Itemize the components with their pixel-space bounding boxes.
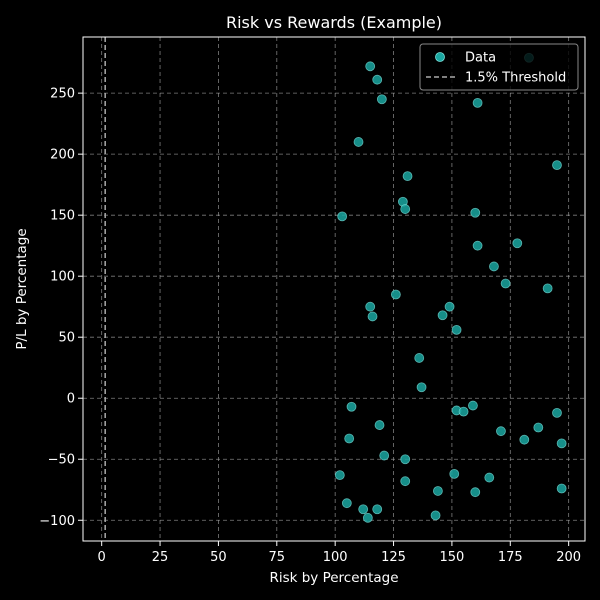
data-point [489, 261, 499, 272]
x-tick-label: 175 [498, 550, 523, 565]
legend-data-marker [435, 52, 445, 62]
y-tick-label: 0 [67, 392, 75, 407]
data-point [500, 278, 511, 289]
x-tick-label: 75 [269, 550, 286, 565]
y-tick-label: −50 [48, 453, 75, 468]
data-point [416, 382, 427, 393]
grid-lines [83, 37, 585, 541]
x-tick-label: 200 [556, 550, 581, 565]
data-point [468, 400, 478, 411]
data-point [376, 94, 387, 105]
data-point [556, 438, 567, 449]
data-point [552, 407, 562, 418]
data-point [374, 420, 385, 430]
x-tick-label: 50 [210, 550, 227, 565]
data-point [433, 486, 443, 496]
data-point [372, 74, 383, 85]
data-point [519, 434, 530, 445]
data-point [556, 483, 567, 494]
data-point [472, 97, 483, 108]
data-point [458, 406, 469, 417]
data-point [402, 171, 413, 182]
x-axis-label: Risk by Percentage [269, 570, 398, 586]
data-point [451, 324, 462, 335]
legend-box [419, 43, 579, 91]
legend-threshold-label: 1.5% Threshold [465, 71, 566, 86]
data-point [444, 301, 455, 312]
data-point [334, 470, 345, 481]
x-tick-label: 0 [98, 550, 106, 565]
data-point [353, 137, 364, 147]
x-tick-label: 125 [381, 550, 406, 565]
data-point [472, 240, 483, 251]
y-tick-label: 200 [50, 148, 75, 163]
data-point [390, 289, 401, 300]
data-point [512, 238, 523, 249]
data-point [400, 454, 411, 465]
data-point [372, 504, 383, 515]
y-tick-label: 150 [50, 209, 75, 224]
data-point [542, 283, 553, 294]
data-point [379, 450, 390, 461]
data-point [533, 422, 544, 433]
data-point [496, 426, 506, 437]
y-axis-label: P/L by Percentage [14, 228, 30, 349]
x-tick-label: 100 [323, 550, 348, 565]
data-point [430, 510, 441, 521]
data-point [362, 512, 373, 523]
plot-frame [82, 36, 586, 542]
data-point [414, 353, 425, 363]
data-point [449, 468, 460, 479]
chart-title: Risk vs Rewards (Example) [226, 13, 442, 32]
data-point [365, 61, 376, 72]
data-point [341, 498, 352, 509]
data-point [437, 310, 448, 321]
y-tick-label: 250 [50, 87, 75, 102]
data-point [552, 160, 562, 171]
data-point [484, 472, 495, 483]
data-point [470, 487, 481, 498]
data-point [358, 504, 369, 515]
data-points [334, 52, 567, 523]
data-point [344, 433, 355, 444]
x-tick-label: 25 [152, 550, 169, 565]
y-tick-label: 100 [50, 270, 75, 285]
y-tick-label: −100 [39, 514, 75, 529]
data-point [470, 207, 481, 218]
data-point [365, 301, 376, 312]
data-point [400, 204, 411, 214]
axis-ticks: 0 25 50 75 100 125 150 175 200 −100 −50 0 50 100 150 20… [39, 87, 581, 565]
legend: Data 1.5% Threshold [419, 43, 579, 91]
data-point [346, 401, 357, 412]
y-tick-label: 50 [58, 331, 75, 346]
x-tick-label: 150 [439, 550, 464, 565]
data-point [337, 211, 348, 222]
data-point [367, 311, 378, 322]
legend-data-label: Data [465, 51, 496, 66]
data-point [400, 476, 411, 487]
